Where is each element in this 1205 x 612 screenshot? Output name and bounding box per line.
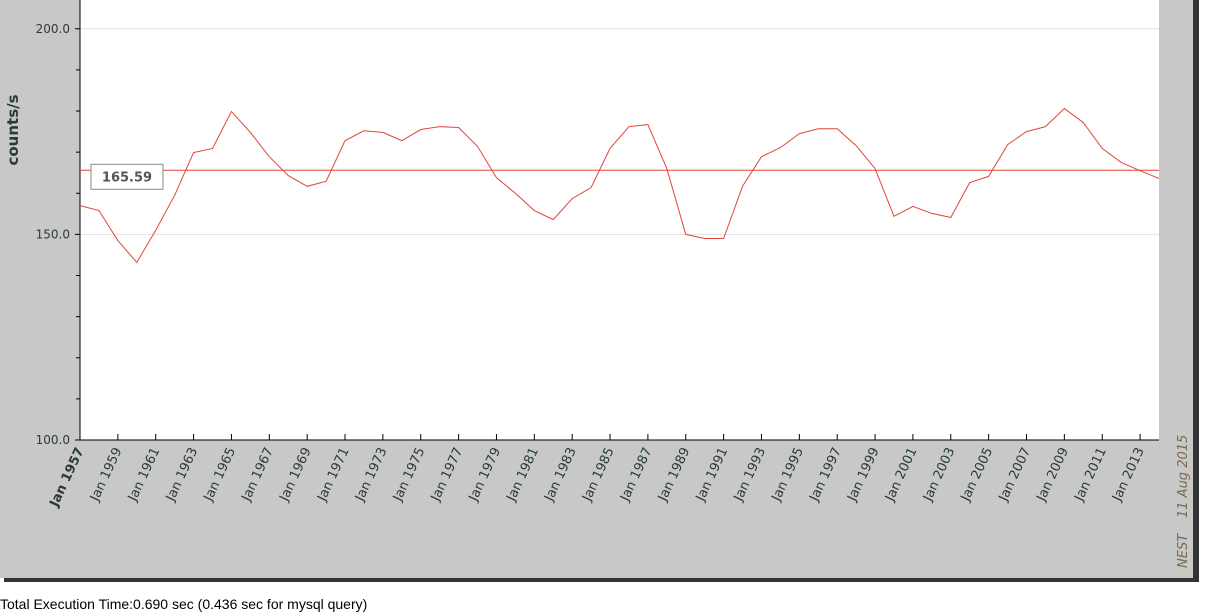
y-tick-label: 200.0	[36, 22, 70, 36]
y-tick-label: 100.0	[36, 433, 70, 447]
mean-label-box	[90, 163, 164, 190]
data-line	[79, 107, 1160, 264]
plot-area	[80, 0, 1159, 440]
footer: Total Execution Time:0.690 sec (0.436 se…	[0, 596, 367, 612]
source-label: NEST	[1176, 533, 1191, 568]
mean-label: 165.59	[102, 170, 152, 185]
y-axis-label: counts/s	[4, 94, 22, 165]
y-tick-label: 150.0	[36, 227, 70, 241]
date-label: 11 Aug 2015	[1176, 435, 1191, 518]
